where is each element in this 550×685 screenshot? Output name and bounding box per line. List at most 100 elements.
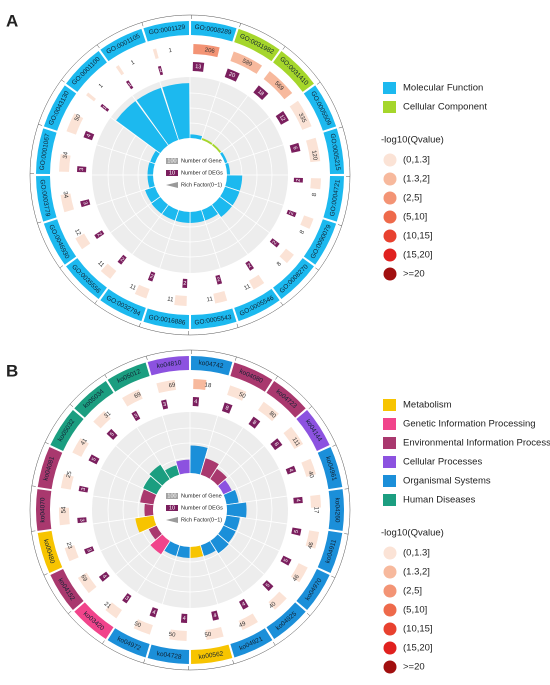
deg-count: 3 [78,518,84,522]
gene-count: 12 [73,228,82,237]
inner-separator [219,196,270,233]
inner-separator [132,95,169,146]
qvalue-swatch [383,248,397,262]
deg-count: 3 [81,487,87,491]
category-label: ko04742 [198,359,224,370]
deg-bar [224,68,240,82]
inner-separator [162,415,180,475]
rich-bar [135,515,157,533]
rich-bar [190,210,205,223]
deg-bar [98,571,110,582]
deg-bar [147,271,156,282]
category-label: GO:0001100 [71,55,102,86]
gene-bar [193,379,207,390]
category-band [36,128,57,175]
gene-bar [193,44,220,58]
inner-separator [110,117,161,154]
rich-bar [147,162,155,175]
gene-count: 50 [74,113,83,122]
axis-tick [31,485,36,487]
gene-bar [86,92,96,102]
gene-bar [230,51,263,74]
gene-count: 40 [307,471,315,480]
deg-count: 4 [86,133,93,138]
legend-swatch [383,475,396,487]
gene-bar [306,137,321,163]
rich-bar [223,515,240,531]
qvalue-swatch [383,622,397,636]
axis-tick [344,488,349,490]
deg-bar [182,278,188,288]
rich-bar [212,197,233,218]
deg-bar [286,209,297,218]
deg-bar [78,485,89,493]
category-band [230,362,273,392]
category-band [234,288,280,322]
gene-count: 34 [61,191,68,199]
gene-count: 50 [238,392,247,401]
gene-bar [238,613,258,630]
category-band [147,356,190,376]
category-band [303,85,337,131]
legend-swatch [383,437,396,449]
axis-tick [239,23,242,28]
gene-bar [310,178,321,190]
axis-tick [272,641,276,646]
gene-count: 11 [128,284,137,292]
qvalue-title: -log10(Qvalue) [381,135,444,146]
inner-separator [96,144,155,164]
gene-count: 11 [206,296,214,303]
deg-count: 2 [272,240,279,246]
gene-count: 17 [312,507,318,514]
rich-bar [176,459,190,475]
deg-count: 18 [256,89,265,98]
deg-count: 3 [133,413,139,420]
rich-bar [176,545,190,558]
deg-count: 4 [287,468,294,473]
inner-separator [115,533,163,575]
category-label: ko00562 [198,650,224,661]
inner-separator [100,525,157,552]
qvalue-label: (5,10] [403,212,427,223]
deg-count: 3 [79,168,85,171]
category-label: GO:0031410 [278,56,310,88]
inner-separator [201,81,221,140]
rich-bar [223,489,239,505]
category-band [50,409,84,451]
qvalue-label: (5,10] [403,605,427,616]
key-deg-swatch [166,170,178,176]
key-gene-swatch [166,158,178,164]
rich-bar [116,101,168,153]
deg-bar [77,517,87,524]
category-band [43,219,77,265]
axis-tick [38,123,43,126]
gene-bar [268,591,287,610]
category-band [66,258,107,299]
rich-bar [218,525,236,543]
category-label: GO:0035556 [70,263,102,295]
gene-count: 11 [96,260,105,269]
category-band [190,21,237,42]
deg-count: 3 [163,402,167,409]
gene-count: 569 [273,81,285,93]
rich-bar [150,150,160,164]
deg-count: 5 [265,583,271,589]
deg-bar [131,410,141,422]
gene-count: 8 [312,192,319,197]
category-band [74,381,114,418]
rich-bar [164,541,180,556]
inner-separator [92,495,154,506]
rich-bar [145,186,160,203]
rich-bar [165,465,180,479]
deg-bar [245,260,255,271]
deg-bar [293,177,303,183]
rich-bar [210,534,229,554]
gene-bar [133,619,153,635]
axis-tick [338,126,343,129]
legend-label: Cellular Processes [403,457,482,468]
deg-count: 1 [158,68,163,75]
key-deg-value: 10 [169,170,175,176]
axis-tick [337,224,342,227]
deg-bar [180,613,188,623]
